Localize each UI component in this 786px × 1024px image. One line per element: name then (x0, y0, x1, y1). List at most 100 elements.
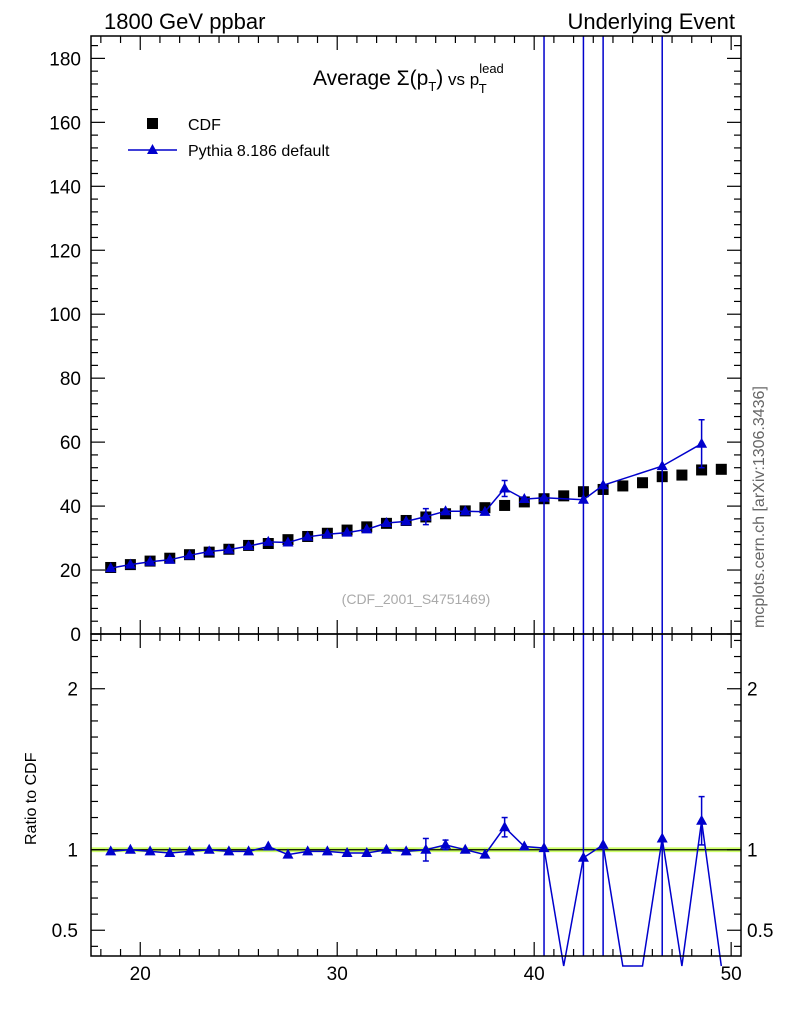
pythia-point (105, 562, 117, 573)
ratio-point (243, 845, 255, 856)
ratio-point (420, 843, 432, 854)
pythia-point (518, 493, 530, 504)
x-tick-label: 40 (524, 964, 545, 985)
pythia-point (656, 460, 668, 471)
ratio-point (203, 843, 215, 854)
ratio-y-tick-label-right: 1 (747, 841, 758, 862)
legend: CDF Pythia 8.186 default (128, 117, 330, 160)
cdf-point (617, 480, 629, 492)
cdf-point (696, 464, 708, 476)
pythia-point (597, 479, 609, 490)
pythia-point (380, 517, 392, 528)
ratio-point (479, 848, 491, 859)
y-tick-label: 20 (60, 561, 81, 582)
pythia-line (110, 443, 702, 569)
y-tick-label: 100 (49, 305, 81, 326)
ratio-point (223, 845, 235, 856)
legend-pythia-marker (147, 144, 158, 154)
pythia-point (321, 528, 333, 539)
legend-pythia-label: Pythia 8.186 default (188, 143, 330, 160)
ratio-point (183, 845, 195, 856)
ratio-point (597, 838, 609, 849)
header-right: Underlying Event (567, 9, 735, 34)
title-paren-open: (p (410, 67, 429, 90)
pythia-point (262, 535, 274, 546)
ratio-point (440, 838, 452, 849)
pythia-point (144, 555, 156, 566)
ratio-y-tick-label-left: 0.5 (52, 921, 78, 942)
pythia-point (203, 545, 215, 556)
cdf-point (637, 477, 649, 489)
upper-panel (105, 36, 727, 634)
y-tick-label: 120 (49, 241, 81, 262)
analysis-watermark: (CDF_2001_S4751469) (342, 591, 491, 607)
ratio-y-tick-label-left: 2 (67, 680, 78, 701)
ratio-point (656, 832, 668, 843)
ratio-point (341, 846, 353, 857)
pythia-point (164, 553, 176, 564)
legend-cdf-label: CDF (188, 117, 221, 134)
title-sup: lead (479, 61, 504, 76)
side-label: mcplots.cern.ch [arXiv:1306.3436] (751, 386, 768, 628)
ratio-point (538, 842, 550, 853)
ratio-y-tick-label-right: 2 (747, 680, 758, 701)
axes: 20 30 40 50 0 20 40 60 80 100 120 140 160 180 0.5 0.5 1 1… (49, 35, 773, 985)
ratio-point (380, 843, 392, 854)
ratio-y-tick-label-right: 0.5 (747, 921, 773, 942)
y-tick-label: 80 (60, 369, 81, 390)
ratio-point (400, 845, 412, 856)
pythia-point (400, 515, 412, 526)
ratio-point (164, 846, 176, 857)
title-prefix: Average (313, 67, 397, 90)
ratio-point (577, 851, 589, 862)
ratio-point (302, 845, 314, 856)
y-tick-label: 160 (49, 113, 81, 134)
ratio-point (499, 821, 511, 832)
pythia-point (124, 558, 136, 569)
title-sub2: T (479, 81, 487, 96)
ratio-y-tick-label-left: 1 (67, 841, 78, 862)
plot-title: Average Σ(pT) vs plead T (313, 61, 504, 96)
pythia-point (243, 540, 255, 551)
pythia-point (577, 493, 589, 504)
pythia-point (282, 536, 294, 547)
pythia-point (223, 543, 235, 554)
ratio-point (262, 840, 274, 851)
y-tick-label: 180 (49, 49, 81, 70)
y-tick-label: 60 (60, 433, 81, 454)
title-sub1: T (428, 79, 436, 94)
pythia-point (361, 523, 373, 534)
ratio-point (518, 840, 530, 851)
pythia-point (183, 549, 195, 560)
ratio-ylabel: Ratio to CDF (23, 752, 40, 845)
header-left: 1800 GeV ppbar (104, 9, 265, 34)
pythia-point (341, 526, 353, 537)
pythia-point (499, 482, 511, 493)
lower-panel (91, 634, 741, 967)
ratio-point (361, 846, 373, 857)
x-tick-label: 50 (721, 964, 742, 985)
legend-cdf-marker (147, 118, 158, 129)
y-tick-label: 140 (49, 177, 81, 198)
pythia-point (696, 437, 708, 448)
y-tick-label: 40 (60, 497, 81, 518)
x-tick-label: 20 (130, 964, 151, 985)
y-tick-label: 0 (70, 625, 81, 646)
cdf-point (715, 463, 727, 475)
ratio-point (696, 814, 708, 825)
pythia-point (420, 510, 432, 521)
ratio-point (144, 845, 156, 856)
ratio-point (124, 843, 136, 854)
ratio-line (110, 820, 723, 967)
pythia-point (302, 530, 314, 541)
x-tick-label: 30 (327, 964, 348, 985)
ratio-point (321, 845, 333, 856)
pythia-point (459, 505, 471, 516)
title-vs: vs p (443, 70, 479, 89)
title-sigma: Σ (397, 67, 410, 90)
cdf-point (558, 490, 570, 502)
ratio-point (105, 845, 117, 856)
lower-frame (90, 633, 742, 957)
cdf-point (499, 499, 511, 511)
